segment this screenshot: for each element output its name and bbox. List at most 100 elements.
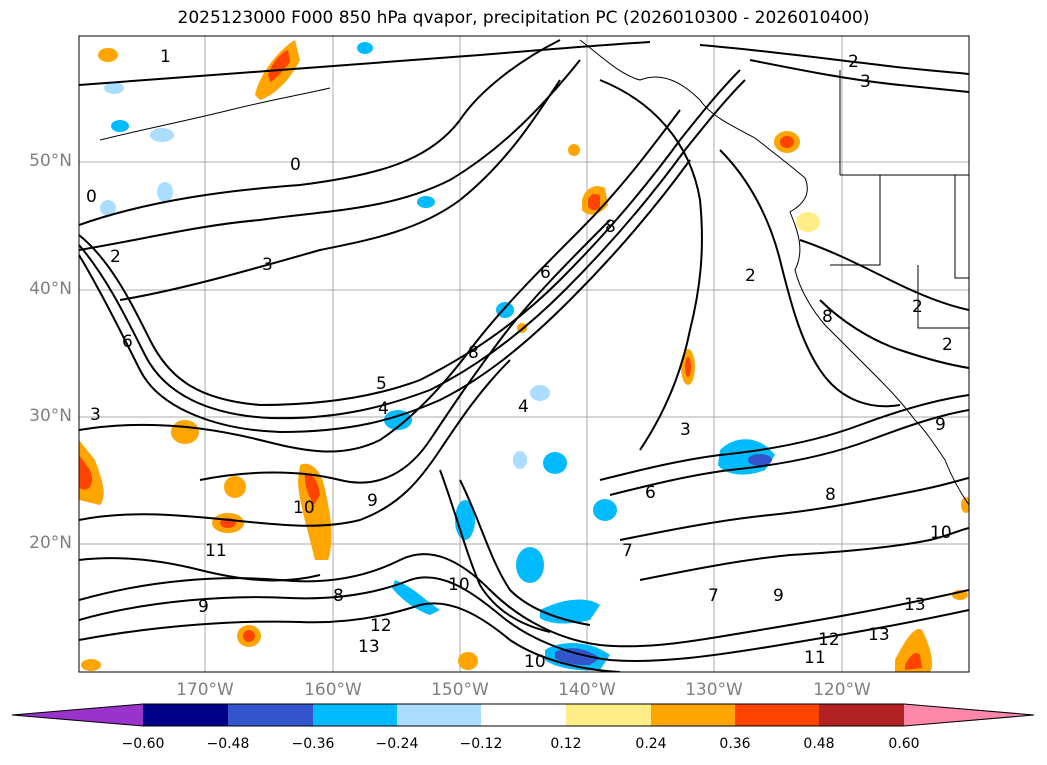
precip-positive [961,497,969,513]
contour-label: 9 [773,586,784,606]
contour-line [599,79,703,451]
contour-label: 3 [680,420,691,440]
contour-label: 8 [333,586,344,606]
contour-line [749,59,969,93]
qvapor-contours [79,39,969,672]
contour-label: 13 [358,637,380,657]
contour-label: 11 [804,648,826,668]
precip-negative [543,452,567,474]
lon-label-120: 120°W [813,680,871,700]
contour-line [79,553,969,648]
precip-positive [304,474,320,505]
contour-line [79,39,561,226]
lat-label-30: 30°N [29,406,72,426]
contour-line [79,41,651,86]
contour-label: 8 [605,217,616,237]
contour-label: 4 [378,399,389,419]
precip-positive [685,357,691,377]
colorbar-extend-max [904,704,1034,726]
contour-label: 1 [160,47,171,67]
lon-label-140: 140°W [558,680,616,700]
contour-line [819,299,969,369]
contour-line [599,394,969,481]
contour-line [199,219,611,484]
colorbar-segment [819,704,904,726]
contour-label: 4 [518,397,529,417]
contour-label: 3 [262,255,273,275]
contour-label: 8 [822,307,833,327]
colorbar-tick-label: 0.60 [888,736,920,752]
precip-positive [588,193,600,211]
precip-negative [357,42,373,54]
colorbar-segment [397,704,481,726]
coastline-north-america [579,39,969,506]
contour-label: 2 [942,335,953,355]
precip-negative [150,128,174,142]
contour-line [79,576,969,662]
contour-line [79,59,581,251]
contour-label: 3 [90,405,101,425]
contour-label: 10 [930,523,952,543]
aleutian-islands [99,87,331,141]
colorbar-segment [481,704,566,726]
precip-positive [81,659,101,671]
colorbar-extend-min [12,704,143,726]
colorbar-tick-label: −0.24 [375,736,419,752]
contour-line [799,239,969,311]
precip-negative [555,648,600,666]
map-title: 2025123000 F000 850 hPa qvapor, precipit… [177,8,870,28]
precip-negative [593,499,617,521]
precip-positive [568,144,580,156]
colorbar-segment [651,704,735,726]
contour-line [619,477,969,541]
colorbar-segment [566,704,651,726]
state-border [954,175,969,279]
contour-line [79,557,321,582]
colorbar-tick-label: 0.48 [803,736,835,752]
lon-label-170: 170°W [176,680,234,700]
contour-label: 3 [860,72,871,92]
contour-label: 5 [376,374,387,394]
contour-line [119,79,561,301]
colorbar-tick-label: 0.36 [719,736,751,752]
contour-line [609,409,969,496]
state-border [917,265,969,329]
lat-label-40: 40°N [29,279,72,299]
colorbar-segment [143,704,228,726]
contour-line [79,109,681,453]
contour-label: 6 [645,483,656,503]
lat-label-50: 50°N [29,151,72,171]
lon-label-160: 160°W [304,680,362,700]
plot-frame [78,35,970,673]
contour-label: 2 [745,266,756,286]
colorbar-outline [11,703,1035,727]
contour-label: 7 [622,541,633,561]
precip-negative [417,196,435,208]
contour-label: 12 [818,630,840,650]
precip-shading [79,40,969,672]
precip-negative [513,451,527,469]
colorbar-tick-label: 0.12 [550,736,582,752]
precip-positive [224,476,246,498]
contour-line [439,469,551,633]
contour-label: 10 [524,652,546,672]
precip-negative [392,580,440,615]
state-border [830,175,881,266]
colorbar-tick-label: −0.48 [206,736,250,752]
lon-label-150: 150°W [431,680,489,700]
precip-negative [748,454,772,466]
contour-line [639,527,969,581]
colorbar-tick-label: −0.12 [459,736,503,752]
precip-positive [458,652,478,670]
contour-label: 2 [912,297,923,317]
contour-label: 9 [367,491,378,511]
colorbar-segment [735,704,819,726]
precip-negative [540,599,600,624]
precip-negative [111,120,129,132]
coastlines [99,39,969,506]
contour-label: 10 [293,498,315,518]
precip-positive [796,212,820,232]
colorbar [11,703,1035,727]
precip-negative [100,200,116,216]
